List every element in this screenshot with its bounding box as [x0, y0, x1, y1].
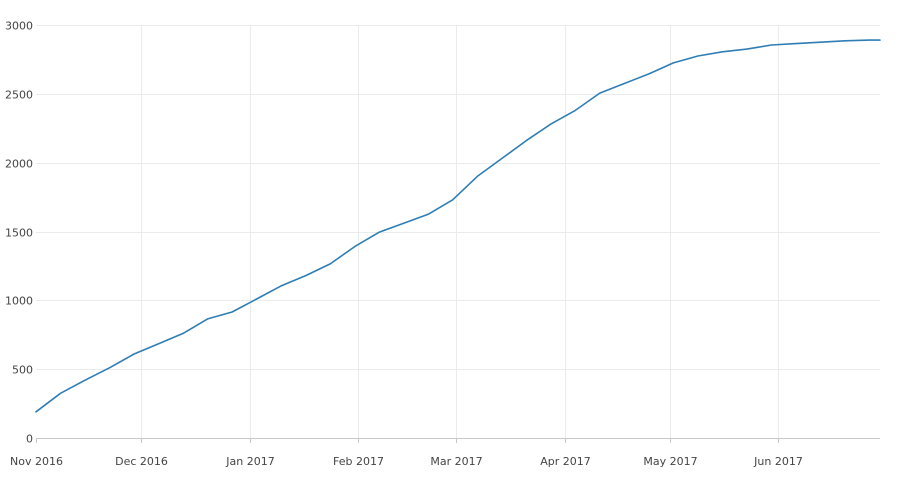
- y-tick-label: 1000: [5, 295, 33, 308]
- y-tick-label: 3000: [5, 20, 33, 33]
- x-tick-label: Apr 2017: [540, 455, 591, 468]
- y-tick-label: 0: [26, 433, 33, 446]
- x-tick-label: Nov 2016: [10, 455, 63, 468]
- y-tick-label: 2000: [5, 158, 33, 171]
- x-tick-label: Mar 2017: [430, 455, 482, 468]
- y-tick-label: 500: [12, 364, 33, 377]
- x-tick-label: Jan 2017: [225, 455, 274, 468]
- y-tick-label: 2500: [5, 89, 33, 102]
- x-tick-label: Jun 2017: [753, 455, 803, 468]
- series-layer: [35, 39, 881, 413]
- x-tick-label: Dec 2016: [115, 455, 168, 468]
- x-tick-label: May 2017: [643, 455, 697, 468]
- x-tick-label: Feb 2017: [333, 455, 384, 468]
- tick-label-layer: 0 500 1000 1500 2000 2500 3000 Nov 2016 Dec 2016…: [5, 20, 803, 469]
- y-tick-label: 1500: [5, 227, 33, 240]
- grid-layer: [36, 25, 880, 438]
- series-line: [35, 39, 881, 413]
- axis-layer: [36, 438, 880, 443]
